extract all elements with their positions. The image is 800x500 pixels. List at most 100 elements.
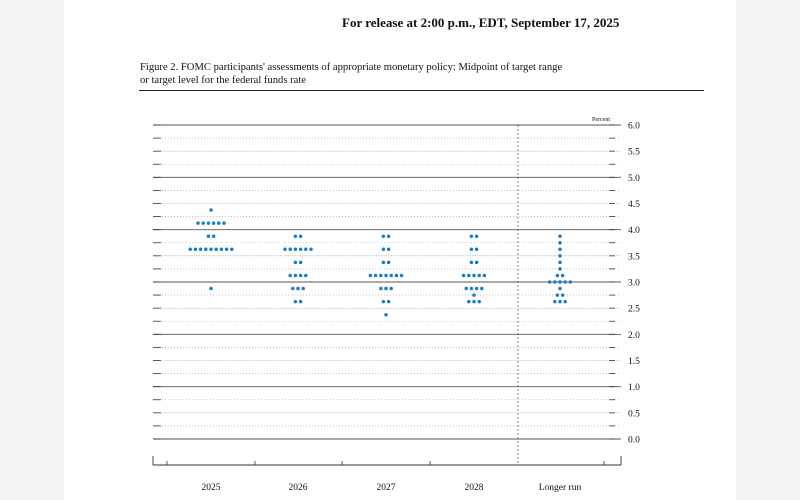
y-tick-label: 4.0 bbox=[628, 226, 640, 236]
participant-dot bbox=[558, 267, 562, 271]
participant-dot bbox=[386, 247, 391, 252]
y-tick-label: 1.0 bbox=[628, 383, 640, 393]
participant-dot bbox=[198, 247, 203, 252]
participant-dot bbox=[386, 234, 391, 238]
document-page: For release at 2:00 p.m., EDT, September… bbox=[64, 0, 736, 500]
participant-dot bbox=[558, 247, 562, 252]
participant-dot bbox=[389, 286, 393, 291]
participant-dot bbox=[386, 260, 391, 265]
participant-dot bbox=[464, 286, 468, 291]
participant-dot bbox=[555, 273, 560, 278]
participant-dot bbox=[558, 234, 562, 238]
participant-dot bbox=[472, 293, 476, 297]
x-category-label: 2025 bbox=[202, 483, 221, 493]
dot-plot-chart: 6.0 5.5 5.0 4.5 4.0 3.5 3.0 2.5 2.0 1.5 1.0 0.5 0.0 P… bbox=[152, 117, 640, 493]
participant-dot bbox=[291, 286, 295, 291]
participant-dot bbox=[381, 299, 386, 304]
y-tick-label: 2.0 bbox=[628, 331, 640, 341]
participant-dot bbox=[230, 247, 234, 252]
caption-rule bbox=[139, 90, 704, 91]
participant-dot bbox=[293, 299, 298, 304]
participant-dot bbox=[480, 286, 484, 291]
y-tick-label: 0.5 bbox=[628, 409, 640, 419]
participant-dot bbox=[553, 299, 557, 304]
participant-dot bbox=[467, 299, 471, 304]
participant-dot bbox=[558, 299, 562, 304]
participant-dot bbox=[293, 247, 298, 252]
participant-dot bbox=[222, 221, 226, 225]
participant-dot bbox=[394, 273, 399, 278]
participant-dot bbox=[558, 241, 562, 245]
y-tick-label: 4.5 bbox=[628, 200, 640, 210]
y-tick-label: 0.0 bbox=[628, 436, 640, 446]
participant-dot bbox=[288, 247, 292, 252]
participant-dot bbox=[293, 234, 298, 238]
participant-dot bbox=[381, 247, 386, 252]
participant-dot bbox=[469, 234, 474, 238]
participant-dot bbox=[206, 234, 211, 238]
participant-dot bbox=[368, 273, 373, 278]
participant-dot bbox=[461, 273, 466, 278]
y-tick-label: 3.5 bbox=[628, 252, 640, 262]
participant-dot bbox=[399, 273, 404, 278]
participant-dot bbox=[193, 247, 198, 252]
participant-dot bbox=[373, 273, 378, 278]
participant-dot bbox=[379, 286, 383, 291]
figure-caption: Figure 2. FOMC participants' assessments… bbox=[140, 62, 640, 87]
participant-dot bbox=[188, 247, 192, 252]
y-tick-label: 6.0 bbox=[628, 122, 640, 132]
participant-dot bbox=[379, 273, 383, 278]
participant-dot bbox=[389, 273, 393, 278]
participant-dot bbox=[217, 221, 221, 225]
participant-dot bbox=[211, 221, 216, 225]
participant-dot bbox=[482, 273, 487, 278]
participant-dot bbox=[298, 247, 303, 252]
participant-dot bbox=[304, 247, 308, 252]
participant-dot bbox=[469, 260, 474, 265]
participant-dot bbox=[293, 273, 298, 278]
participant-dot bbox=[384, 273, 388, 278]
release-notice: For release at 2:00 p.m., EDT, September… bbox=[342, 15, 620, 30]
participant-dot bbox=[474, 234, 479, 238]
participant-dot bbox=[219, 247, 224, 252]
participant-dot bbox=[283, 247, 287, 252]
y-tick-label: 3.0 bbox=[628, 279, 640, 289]
participant-dot bbox=[558, 260, 562, 265]
participant-dot bbox=[469, 286, 474, 291]
participant-dot bbox=[209, 208, 213, 212]
participant-dot bbox=[298, 234, 303, 238]
participant-dot bbox=[309, 247, 313, 252]
participant-dot bbox=[474, 286, 479, 291]
participant-dot bbox=[472, 299, 476, 304]
participant-dot bbox=[560, 293, 565, 297]
participant-dot bbox=[555, 293, 560, 297]
participant-dot bbox=[381, 234, 386, 238]
x-category-label: 2028 bbox=[465, 483, 484, 493]
y-tick-label: 1.5 bbox=[628, 357, 640, 367]
participant-dot bbox=[474, 260, 479, 265]
participant-dot bbox=[547, 280, 552, 284]
participant-dot bbox=[560, 273, 565, 278]
figure-caption-line-1: Figure 2. FOMC participants' assessments… bbox=[140, 62, 563, 73]
participant-dot bbox=[563, 299, 567, 304]
participant-dot bbox=[214, 247, 218, 252]
x-category-label: 2027 bbox=[377, 483, 396, 493]
y-tick-label: 5.0 bbox=[628, 174, 640, 184]
participant-dot bbox=[298, 260, 303, 265]
participant-dot bbox=[477, 273, 481, 278]
participant-dot bbox=[558, 280, 562, 284]
participant-dot bbox=[386, 299, 391, 304]
participant-dot bbox=[211, 234, 216, 238]
participant-dot bbox=[472, 273, 476, 278]
participant-dot bbox=[298, 299, 303, 304]
participant-dot bbox=[563, 280, 567, 284]
x-category-label: 2026 bbox=[289, 483, 308, 493]
participant-dot bbox=[384, 286, 388, 291]
participant-dot bbox=[381, 260, 386, 265]
participant-dot bbox=[201, 221, 205, 225]
participant-dot bbox=[293, 260, 298, 265]
participant-dot bbox=[209, 286, 213, 291]
figure-caption-line-2: or target level for the federal funds ra… bbox=[140, 74, 306, 86]
participant-dot bbox=[469, 247, 474, 252]
y-tick-label: 2.5 bbox=[628, 305, 640, 315]
